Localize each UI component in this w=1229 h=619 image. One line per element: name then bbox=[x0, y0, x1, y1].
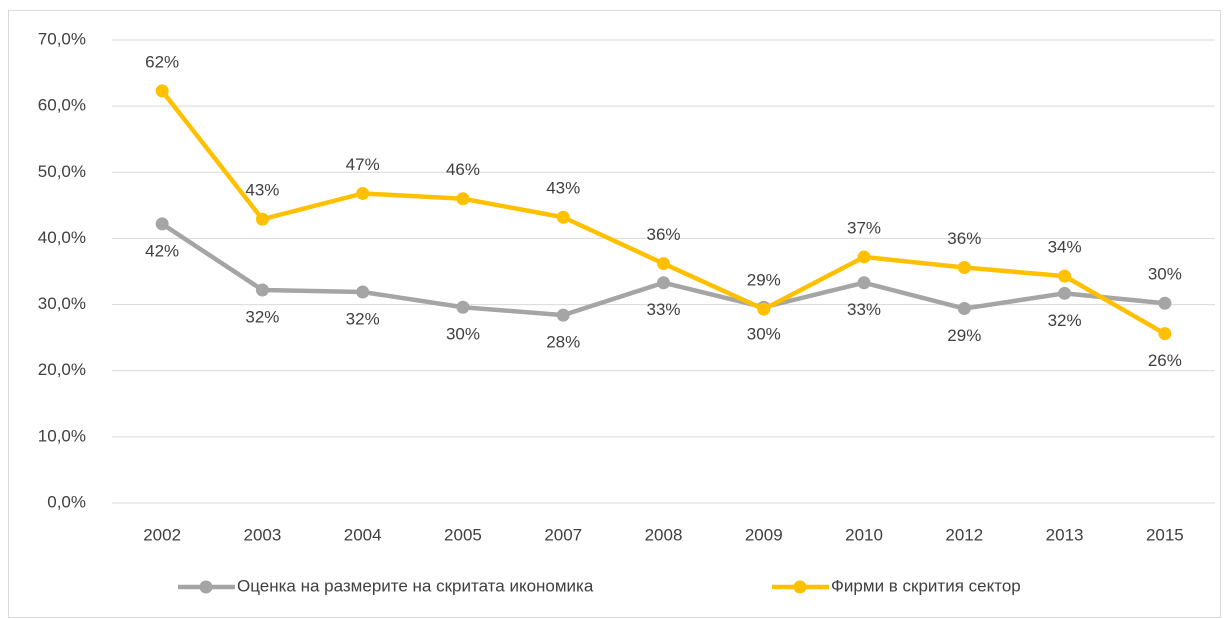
data-point bbox=[657, 257, 670, 271]
x-tick-label: 2004 bbox=[344, 525, 382, 544]
data-point bbox=[957, 302, 971, 316]
data-point bbox=[155, 217, 169, 231]
data-point bbox=[857, 276, 871, 290]
y-tick-label: 20,0% bbox=[38, 360, 86, 379]
data-point bbox=[556, 210, 570, 224]
data-point bbox=[757, 302, 771, 316]
data-label: 29% bbox=[947, 326, 981, 345]
legend-marker bbox=[199, 580, 213, 594]
x-tick-label: 2015 bbox=[1146, 525, 1184, 544]
x-tick-label: 2008 bbox=[645, 525, 683, 544]
x-tick-label: 2003 bbox=[243, 525, 281, 544]
data-point bbox=[1158, 296, 1172, 310]
data-label: 34% bbox=[1048, 238, 1082, 257]
data-point bbox=[1158, 327, 1172, 341]
x-tick-label: 2010 bbox=[845, 525, 883, 544]
x-tick-label: 2009 bbox=[745, 525, 783, 544]
x-tick-label: 2002 bbox=[143, 525, 181, 544]
data-point bbox=[556, 308, 570, 322]
x-tick-label: 2013 bbox=[1046, 525, 1084, 544]
data-point bbox=[1058, 269, 1072, 283]
y-tick-label: 10,0% bbox=[38, 426, 86, 445]
data-point bbox=[456, 192, 470, 206]
y-tick-label: 30,0% bbox=[38, 294, 86, 313]
data-label: 30% bbox=[747, 325, 781, 344]
data-point bbox=[255, 212, 269, 226]
data-label: 30% bbox=[446, 325, 480, 344]
data-point bbox=[255, 283, 269, 297]
x-tick-label: 2012 bbox=[945, 525, 983, 544]
data-point bbox=[155, 84, 169, 98]
x-tick-label: 2007 bbox=[544, 525, 582, 544]
data-point bbox=[456, 300, 470, 314]
y-tick-label: 70,0% bbox=[38, 29, 86, 48]
data-label: 47% bbox=[346, 155, 380, 174]
data-point bbox=[1058, 286, 1072, 300]
data-label: 36% bbox=[947, 229, 981, 248]
data-label: 32% bbox=[245, 308, 279, 327]
data-label: 30% bbox=[1148, 265, 1182, 284]
data-label: 36% bbox=[646, 225, 680, 244]
y-tick-label: 40,0% bbox=[38, 228, 86, 247]
data-label: 42% bbox=[145, 241, 179, 260]
data-point bbox=[857, 250, 871, 264]
data-label: 26% bbox=[1148, 351, 1182, 370]
legend-label: Фирми в скрития сектор bbox=[831, 576, 1021, 595]
y-tick-label: 50,0% bbox=[38, 162, 86, 181]
data-label: 43% bbox=[546, 179, 580, 198]
data-label: 32% bbox=[1048, 311, 1082, 330]
data-point bbox=[356, 285, 370, 299]
data-label: 46% bbox=[446, 160, 480, 179]
data-label: 33% bbox=[646, 300, 680, 319]
data-label: 33% bbox=[847, 300, 881, 319]
data-label: 32% bbox=[346, 309, 380, 328]
data-label: 43% bbox=[245, 181, 279, 200]
legend-label: Оценка на размерите на скритата икономик… bbox=[237, 576, 594, 595]
chart-frame bbox=[8, 10, 1221, 618]
legend-marker bbox=[793, 580, 807, 594]
data-label: 37% bbox=[847, 218, 881, 237]
x-tick-label: 2005 bbox=[444, 525, 482, 544]
data-point bbox=[957, 261, 971, 275]
data-label: 28% bbox=[546, 333, 580, 352]
y-tick-label: 0,0% bbox=[47, 492, 86, 511]
data-label: 62% bbox=[145, 52, 179, 71]
data-point bbox=[657, 276, 670, 290]
data-point bbox=[356, 186, 370, 200]
y-tick-label: 60,0% bbox=[38, 96, 86, 115]
data-label: 29% bbox=[747, 271, 781, 290]
